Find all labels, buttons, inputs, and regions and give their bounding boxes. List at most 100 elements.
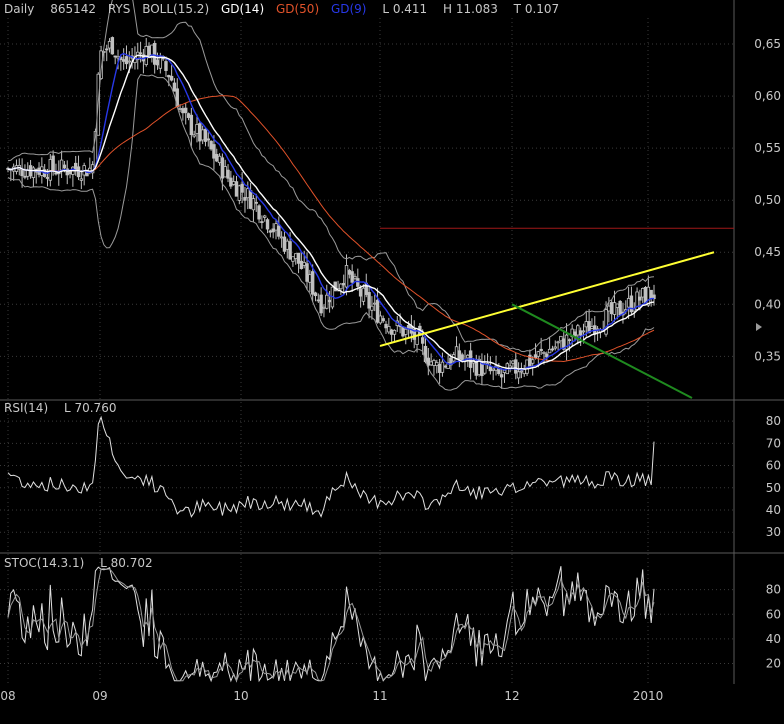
series-layer [6, 0, 734, 683]
candle-body [313, 292, 318, 297]
candle-body [203, 128, 208, 142]
gd14-line [7, 54, 655, 370]
candle-body [254, 201, 258, 204]
candle-body [48, 159, 53, 181]
candle-body [356, 278, 360, 287]
candle-body [615, 303, 620, 308]
candle-body [294, 253, 298, 259]
candle-body [573, 331, 577, 337]
symbol-label: 865142 [50, 2, 96, 16]
candle-body [172, 82, 177, 92]
period-label: Daily [4, 2, 34, 16]
candle-body [251, 198, 256, 211]
candle-body [169, 75, 174, 81]
candle-body [113, 55, 117, 58]
rsi-tick-label: 70 [766, 436, 781, 450]
low-value: L 0.411 [382, 2, 427, 16]
candle-body [341, 283, 346, 286]
t-value: T 0.107 [513, 2, 560, 16]
candle-body [231, 181, 236, 185]
candle-body [327, 299, 332, 303]
candle-body [181, 108, 185, 114]
candle-body [612, 302, 617, 315]
stoc-tick-label: 20 [766, 657, 781, 671]
candle-body [483, 363, 487, 374]
candle-body [384, 323, 388, 329]
candle-body [237, 185, 242, 201]
candle-body [279, 236, 284, 239]
candle-body [152, 43, 157, 65]
candle-body [296, 252, 301, 264]
candle-body [420, 337, 425, 344]
candle-body [124, 56, 129, 65]
candle-body [310, 271, 315, 295]
candle-body [246, 188, 250, 199]
candle-body [302, 262, 306, 266]
stoc-title: STOC(14.3.1) [4, 556, 84, 570]
candle-body [401, 326, 405, 337]
candle-body [240, 183, 244, 193]
rsi-tick-label: 80 [766, 414, 781, 428]
candle-body [358, 288, 363, 297]
candle-body [285, 240, 289, 250]
candle-body [198, 123, 202, 142]
candle-body [223, 166, 227, 178]
candle-body [519, 370, 524, 373]
candle-body [105, 48, 109, 51]
x-tick-label: 09 [92, 689, 107, 703]
candle-body [392, 329, 397, 335]
candle-body [457, 350, 462, 360]
candle-body [635, 291, 639, 310]
x-tick-label: 10 [233, 689, 248, 703]
candle-body [533, 354, 538, 359]
candle-body [499, 374, 504, 378]
candle-body [107, 41, 112, 49]
candle-body [316, 299, 321, 302]
gd50-label: GD(50) [276, 2, 319, 16]
candle-body [158, 56, 163, 69]
candle-body [530, 359, 535, 364]
high-value: H 11.083 [443, 2, 498, 16]
candle-body [626, 298, 631, 308]
candle-body [454, 346, 459, 360]
support-trend-line [379, 251, 715, 347]
gd9-line [7, 52, 654, 371]
candle-body [435, 361, 439, 367]
candle-body [26, 170, 30, 177]
price-tick-label: 0,55 [754, 141, 781, 155]
candle-body [381, 318, 385, 322]
candle-body [62, 164, 67, 169]
candle-body [167, 75, 171, 78]
bollinger-label: BOLL(15.2) [142, 2, 209, 16]
candle-body [184, 107, 188, 114]
stoc-d-line [7, 568, 655, 683]
candle-body [361, 287, 366, 302]
candle-body [522, 369, 526, 375]
candle-body [491, 368, 495, 371]
candle-body [209, 140, 213, 150]
rsi-line [7, 415, 655, 518]
candle-body [234, 181, 239, 197]
candle-body [581, 330, 586, 333]
candle-body [74, 162, 78, 171]
candle-body [189, 114, 194, 136]
rsi-title: RSI(14) [4, 401, 48, 415]
candle-body [437, 363, 442, 373]
candle-body [226, 169, 230, 179]
candle-body [319, 294, 323, 314]
candle-body [248, 190, 253, 209]
candle-body [121, 59, 126, 62]
candle-body [76, 166, 81, 178]
candle-body [347, 270, 352, 275]
candle-body [446, 362, 450, 370]
header-legend: Daily 865142 RYS BOLL(15.2) GD(14) GD(50… [4, 2, 559, 16]
bollinger-upper-band [7, 0, 655, 353]
candle-body [466, 354, 470, 359]
candle-body [567, 339, 572, 342]
candle-body [488, 366, 493, 372]
rsi-tick-label: 50 [766, 481, 781, 495]
gd14-label: GD(14) [221, 2, 264, 16]
candle-body [516, 371, 521, 379]
candle-body [641, 288, 645, 298]
candle-body [274, 223, 278, 231]
